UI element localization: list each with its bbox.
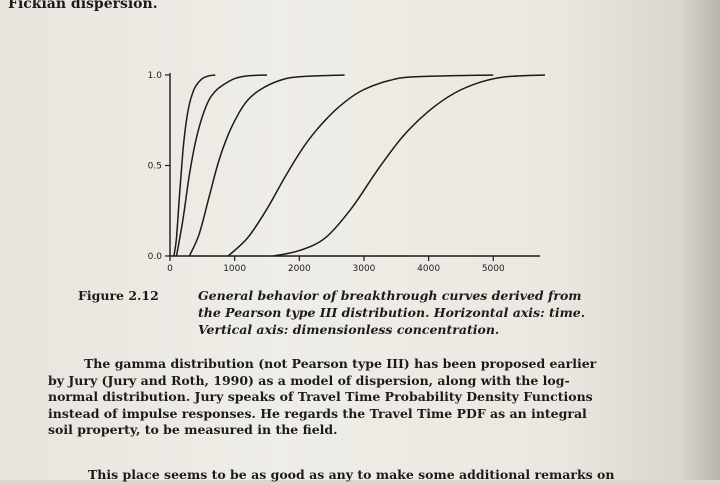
breakthrough-curve-5 — [273, 74, 546, 257]
y-tick-label-0: 0.0 — [148, 252, 163, 262]
book-page: Fickian dispersion. 0.0 0.5 1.0 0 1000 2000 30… — [0, 0, 690, 482]
figure-caption: Figure 2.12 General behavior of breakthro… — [78, 287, 618, 338]
breakthrough-curve-3 — [188, 74, 345, 257]
body-line-3: normal distribution. Jury speaks of Trav… — [48, 389, 593, 404]
breakthrough-curve-1 — [173, 74, 216, 257]
y-tick-label-1: 0.5 — [148, 162, 162, 172]
x-tick-label-3: 3000 — [353, 264, 376, 274]
caption-line-1: Figure 2.12 General behavior of breakthro… — [78, 287, 618, 304]
x-tick-label-2: 2000 — [288, 264, 311, 274]
body-paragraph: The gamma distribution (not Pearson type… — [48, 356, 638, 482]
page-edge-shadow — [680, 0, 720, 480]
x-tick-label-4: 4000 — [417, 264, 440, 274]
figure-label: Figure 2.12 — [78, 288, 159, 303]
chart-axes: 0.0 0.5 1.0 0 1000 2000 3000 4000 5000 — [148, 71, 540, 274]
x-tick-label-1: 1000 — [223, 264, 246, 274]
chart-curves — [173, 74, 546, 257]
breakthrough-curves-chart: 0.0 0.5 1.0 0 1000 2000 3000 4000 5000 — [148, 71, 546, 274]
y-tick-label-2: 1.0 — [148, 71, 163, 81]
caption-line-3: Vertical axis: dimensionless concentrati… — [198, 322, 500, 337]
body-line-1: The gamma distribution (not Pearson type… — [84, 356, 597, 371]
x-tick-label-0: 0 — [167, 264, 173, 274]
x-tick-label-5: 5000 — [482, 264, 505, 274]
previous-text-line: Fickian dispersion. — [8, 0, 158, 12]
body-line-4: instead of impulse responses. He regards… — [48, 405, 587, 421]
breakthrough-curve-4 — [227, 74, 494, 257]
caption-line-2: the Pearson type III distribution. Horiz… — [198, 305, 586, 320]
body-line-5: soil property, to be measured in the fie… — [48, 422, 338, 437]
breakthrough-curve-2 — [175, 74, 268, 257]
caption-text-1: General behavior of breakthrough curves … — [198, 288, 582, 303]
next-paragraph-line: This place seems to be as good as any to… — [88, 467, 615, 482]
body-line-2: by Jury (Jury and Roth, 1990) as a model… — [48, 372, 570, 388]
